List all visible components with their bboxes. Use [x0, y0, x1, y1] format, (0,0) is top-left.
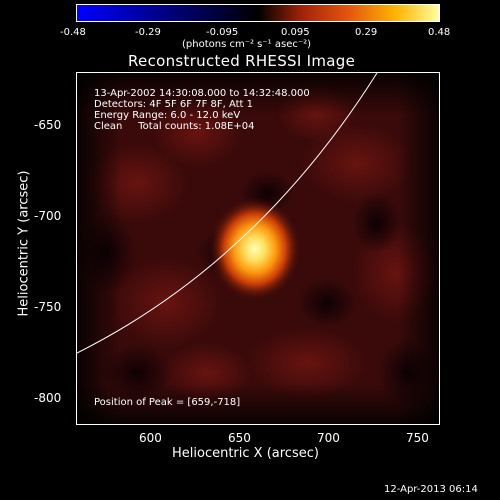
flare-source — [209, 197, 301, 301]
x-tick-label: 650 — [228, 431, 251, 445]
energy-range-text: Energy Range: 6.0 - 12.0 keV — [94, 110, 241, 121]
x-axis-label: Heliocentric X (arcsec) — [172, 446, 319, 461]
colorbar-tick: -0.48 — [60, 27, 86, 38]
x-tick-label: 750 — [406, 431, 429, 445]
y-axis-label: Heliocentric Y (arcsec) — [16, 170, 32, 317]
y-tick-label: -800 — [34, 391, 62, 405]
solar-limb-line — [77, 73, 378, 354]
clean-counts-text: Clean Total counts: 1.08E+04 — [94, 121, 255, 132]
image-title: Reconstructed RHESSI Image — [128, 52, 356, 70]
x-tick-label: 700 — [317, 431, 340, 445]
image-canvas — [77, 73, 439, 424]
y-tick-label: -700 — [34, 209, 62, 223]
detectors-text: Detectors: 4F 5F 6F 7F 8F, Att 1 — [94, 99, 254, 110]
y-tick-label: -650 — [34, 118, 62, 132]
colorbar-tick: 0.29 — [355, 27, 378, 38]
timestamp: 12-Apr-2013 06:14 — [384, 484, 478, 495]
time-range-text: 13-Apr-2002 14:30:08.000 to 14:32:48.000 — [94, 88, 310, 99]
colorbar-tick: -0.095 — [206, 27, 239, 38]
rhessi-image — [76, 72, 440, 425]
x-tick-label: 600 — [139, 431, 162, 445]
peak-position-text: Position of Peak = [659,-718] — [94, 397, 241, 408]
colorbar-tick: -0.29 — [135, 27, 161, 38]
colorbar-units: (photons cm⁻² s⁻¹ asec⁻²) — [182, 39, 312, 50]
colorbar-tick: 0.095 — [281, 27, 310, 38]
y-tick-label: -750 — [34, 300, 62, 314]
colorbar — [76, 4, 440, 22]
colorbar-tick: 0.48 — [428, 27, 451, 38]
